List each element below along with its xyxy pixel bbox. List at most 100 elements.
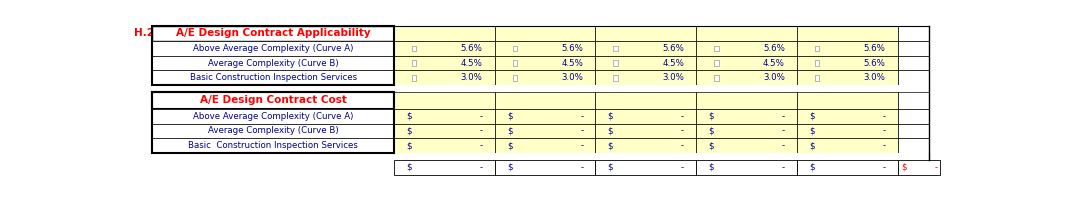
Text: 3.0%: 3.0% [461, 73, 482, 82]
Bar [897, 124, 929, 138]
Bar [897, 56, 929, 71]
Bar [393, 85, 495, 92]
Text: -: - [681, 163, 684, 172]
Bar [897, 85, 929, 92]
Bar [495, 41, 596, 56]
Bar [696, 138, 797, 153]
Bar [897, 109, 929, 124]
Text: -: - [782, 163, 785, 172]
Text: H.2: H.2 [134, 29, 154, 38]
Bar [797, 56, 897, 71]
Text: $: $ [507, 126, 512, 135]
Bar [596, 26, 696, 41]
Bar [393, 92, 495, 109]
Text: $: $ [507, 112, 512, 121]
Text: -: - [934, 163, 937, 172]
Bar [393, 138, 495, 153]
Bar [596, 56, 696, 71]
Text: $: $ [900, 163, 906, 172]
Text: -: - [882, 163, 885, 172]
Text: Average Complexity (Curve B): Average Complexity (Curve B) [208, 59, 338, 68]
Bar [897, 92, 929, 109]
Bar [412, 75, 416, 81]
Bar [495, 56, 596, 71]
Bar [152, 56, 393, 71]
Bar [495, 109, 596, 124]
Text: $: $ [809, 141, 815, 150]
Bar [696, 71, 797, 85]
Text: $: $ [406, 112, 412, 121]
Text: 5.6%: 5.6% [461, 44, 482, 53]
Bar [797, 109, 897, 124]
Bar [696, 124, 797, 138]
Text: -: - [480, 126, 482, 135]
Bar [613, 75, 618, 81]
Text: $: $ [809, 126, 815, 135]
Bar [393, 124, 495, 138]
Text: 4.5%: 4.5% [461, 59, 482, 68]
Text: 5.6%: 5.6% [763, 44, 785, 53]
Bar [696, 26, 797, 41]
Text: $: $ [708, 112, 713, 121]
Bar [412, 60, 416, 66]
Text: Basic  Construction Inspection Services: Basic Construction Inspection Services [188, 141, 358, 150]
Bar [613, 60, 618, 66]
Bar [152, 124, 393, 138]
Bar [797, 41, 897, 56]
Text: Average Complexity (Curve B): Average Complexity (Curve B) [208, 126, 338, 135]
Text: $: $ [809, 112, 815, 121]
Bar [596, 85, 696, 92]
Bar [815, 75, 819, 81]
Bar [495, 26, 596, 41]
Bar [495, 124, 596, 138]
Bar [512, 75, 517, 81]
Text: $: $ [406, 141, 412, 150]
Bar [897, 26, 929, 41]
Text: 5.6%: 5.6% [663, 44, 684, 53]
Text: -: - [882, 141, 885, 150]
Text: -: - [882, 112, 885, 121]
Text: 3.0%: 3.0% [663, 73, 684, 82]
Text: Above Average Complexity (Curve A): Above Average Complexity (Curve A) [192, 112, 353, 121]
Bar [897, 160, 940, 175]
Bar [495, 85, 596, 92]
Bar [135, 153, 960, 160]
Text: $: $ [507, 163, 512, 172]
Bar [152, 26, 393, 85]
Bar [815, 46, 819, 51]
Text: $: $ [507, 141, 512, 150]
Text: Basic Construction Inspection Services: Basic Construction Inspection Services [189, 73, 357, 82]
Bar [152, 138, 393, 153]
Bar [152, 71, 393, 85]
Bar [815, 60, 819, 66]
Text: -: - [782, 112, 785, 121]
Text: 3.0%: 3.0% [561, 73, 584, 82]
Bar [393, 71, 495, 85]
Bar [596, 124, 696, 138]
Text: 4.5%: 4.5% [663, 59, 684, 68]
Text: $: $ [608, 112, 613, 121]
Text: Above Average Complexity (Curve A): Above Average Complexity (Curve A) [192, 44, 353, 53]
Bar [152, 41, 393, 56]
Bar [715, 75, 719, 81]
Text: -: - [681, 126, 684, 135]
Text: A/E Design Contract Applicability: A/E Design Contract Applicability [176, 29, 371, 38]
Text: $: $ [608, 163, 613, 172]
Text: $: $ [406, 163, 412, 172]
Text: -: - [580, 126, 584, 135]
Bar [797, 26, 897, 41]
Bar [512, 46, 517, 51]
Text: $: $ [708, 163, 713, 172]
Bar [797, 124, 897, 138]
Text: $: $ [406, 126, 412, 135]
Text: -: - [580, 141, 584, 150]
Bar [696, 85, 797, 92]
Bar [696, 109, 797, 124]
Bar [152, 160, 393, 175]
Text: 5.6%: 5.6% [864, 59, 885, 68]
Text: -: - [782, 126, 785, 135]
Bar [412, 46, 416, 51]
Bar [495, 71, 596, 85]
Bar [596, 71, 696, 85]
Bar [696, 41, 797, 56]
